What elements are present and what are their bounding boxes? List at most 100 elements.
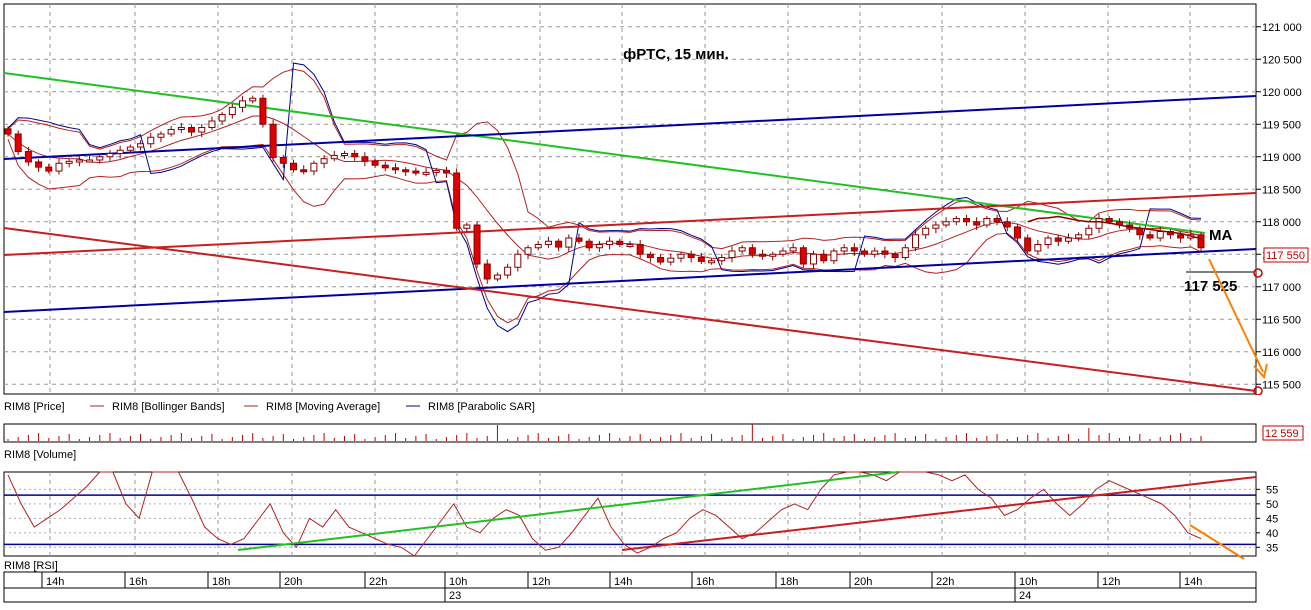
hour-label: 14h [614,576,632,588]
candle-body [697,257,705,262]
candle-body [239,100,247,108]
price-tick-label: 117 000 [1262,282,1301,294]
candle-body [565,237,573,248]
price-tick-label: 119 500 [1262,119,1301,131]
hour-label: 12h [1102,576,1120,588]
candle-body [911,234,919,249]
candle-body [555,240,563,248]
hour-label: 22h [369,576,387,588]
rsi-line [7,471,1202,557]
candle-body [1197,234,1205,249]
hour-label: 14h [1184,576,1202,588]
candle-body [1156,231,1164,239]
volume-value-box [1262,425,1304,441]
candle-body [810,253,818,265]
candle-body [585,240,593,249]
volume-value-label: 12 559 [1265,428,1299,440]
sar-path [7,62,1202,333]
candle-body [55,162,63,172]
candle-body [861,250,869,255]
volume-title: RIM8 [Volume] [4,449,76,461]
blue-lower-trendline [3,248,1257,313]
rsi-forecast-line [1189,524,1245,560]
price-tick-label: 119 000 [1262,152,1301,164]
day-label: 23 [449,590,461,602]
candle-body [371,160,379,166]
hour-label: 20h [284,576,302,588]
candle-body [259,97,267,125]
candle-body [1064,237,1072,242]
candle-body [973,221,981,226]
candle-body [891,253,899,258]
candle-body [1054,237,1062,242]
hour-label: 18h [780,576,798,588]
candle-body [24,151,32,163]
hour-label: 22h [936,576,954,588]
hour-label: 10h [1019,576,1037,588]
candle-body [718,257,726,262]
candle-body [381,164,389,169]
channel-end-marker-top [1253,268,1263,278]
price-tick-label: 120 500 [1262,54,1302,66]
price-tick-label: 116 000 [1262,347,1301,359]
candle-body [1034,244,1042,252]
price-tick-label: 118 500 [1262,184,1301,196]
candle-body [422,171,430,175]
candle-body [677,253,685,259]
candle-body [1003,221,1011,228]
candle-body [402,169,410,173]
legend-label: RIM8 [Parabolic SAR] [428,401,535,413]
candle-body [300,169,308,173]
candle-body [198,127,206,133]
rsi-axis: 55 50 45 40 35 [1256,484,1278,554]
rsi-frame [3,471,1257,557]
rsi-tick-label: 50 [1266,499,1278,511]
hour-label: 10h [449,576,467,588]
volume-bars [7,424,1202,441]
rsi-red-trendline [621,476,1257,551]
candle-body [249,97,257,102]
candle-body [126,146,134,151]
day-label: 24 [1019,590,1031,602]
blue-upper-trendline [3,95,1257,160]
hour-label: 12h [532,576,550,588]
candle-body [728,250,736,258]
candle-body [962,218,970,223]
candle-body [137,143,145,148]
hour-label: 16h [696,576,714,588]
forecast-arrow-line [1208,258,1264,373]
candle-body [514,253,522,268]
rsi-green-trendline [237,471,899,551]
candle-body [636,244,644,255]
price-candles [4,94,1205,284]
hour-label: 14h [46,576,64,588]
candle-body [799,247,807,265]
red-channel-upper [3,192,1257,256]
candle-body [901,247,909,258]
candle-body [412,170,420,174]
ma-path [1027,215,1202,240]
candle-body [830,250,838,262]
candle-body [708,260,716,264]
candle-body [871,250,879,255]
candle-body [320,158,328,164]
candle-body [616,240,624,245]
candle-body [106,153,114,158]
legend-label: RIM8 [Price] [4,401,65,413]
candle-body [116,149,124,154]
time-axis-frame [3,571,1257,603]
rsi-tick-label: 40 [1266,528,1278,540]
price-tick-label: 121 000 [1262,22,1302,34]
candle-body [453,172,461,229]
candle-body [1085,227,1093,236]
rsi-title: RIM8 [RSI] [4,560,58,572]
bollinger-lower [7,139,1202,324]
candle-body [65,160,73,164]
candle-body [361,156,369,162]
candle-body [463,224,471,229]
candle-body [218,114,226,122]
candle-body [983,218,991,226]
candle-body [544,240,552,245]
time-axis: 14h 16h 18h 20h 22h 10h 12h 14h 16h 18h 20h 22h 10h 1… [41,572,1202,602]
rsi-lines [4,471,1257,560]
